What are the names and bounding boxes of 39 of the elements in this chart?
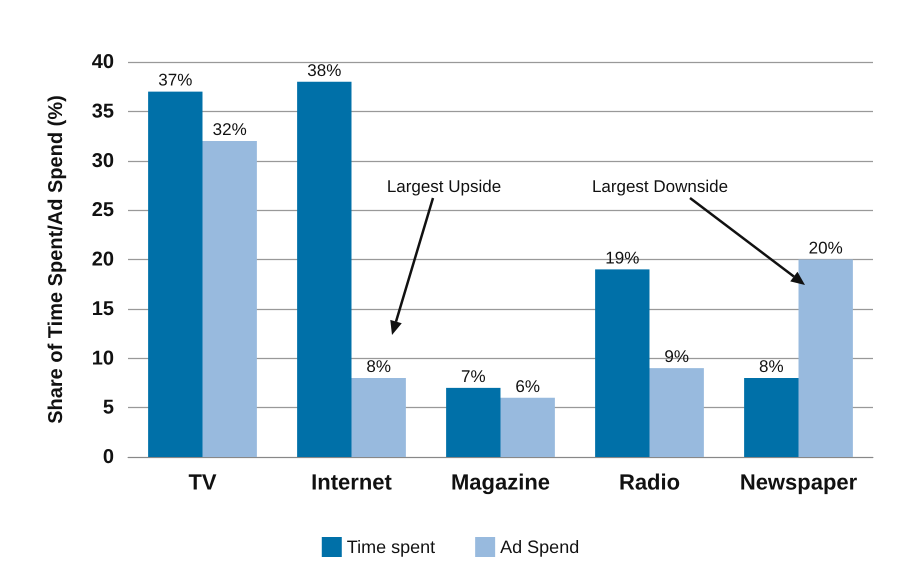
bar [202,141,257,457]
y-tick-label: 25 [92,199,114,222]
data-label: 20% [808,238,843,258]
bar [500,398,555,457]
y-tick-label: 15 [92,298,114,320]
bar [798,260,853,457]
bar [595,269,650,457]
y-axis-title: Share of Time Spent/Ad Spend (%) [45,95,67,424]
data-label: 9% [664,347,689,366]
bar [352,378,406,457]
legend-label: Time spent [346,537,436,557]
legend-label: Ad Spend [500,537,580,557]
bar [148,92,202,457]
bar [446,388,500,457]
annotation: Largest Downside [592,177,728,196]
y-tick-label: 5 [102,396,114,419]
x-tick-label: Magazine [450,470,550,494]
data-label: 32% [212,120,247,139]
y-tick-label: 30 [92,150,114,172]
bar [744,378,798,457]
data-label: 38% [307,60,342,80]
x-tick-label: Newspaper [740,470,858,494]
x-tick-label: TV [188,470,217,494]
data-label: 7% [461,366,486,386]
data-label: 8% [759,357,784,376]
bar [650,368,704,457]
data-label: 19% [605,248,640,268]
y-tick-label: 35 [92,100,114,122]
y-tick-label: 40 [92,51,114,73]
annotation: Largest Upside [386,177,502,196]
x-tick-label: Radio [618,470,680,494]
data-label: 8% [366,357,391,376]
y-tick-label: 20 [92,248,114,270]
x-tick-label: Internet [311,470,393,494]
y-tick-label: 10 [92,347,114,370]
y-tick-label: 0 [102,446,114,468]
data-label: 6% [515,376,540,396]
bar [297,82,352,457]
data-label: 37% [158,70,192,90]
